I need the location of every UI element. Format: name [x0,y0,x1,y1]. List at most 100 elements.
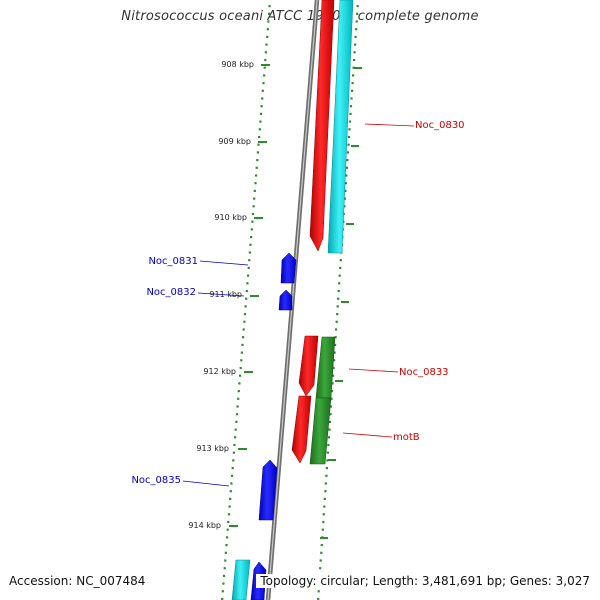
ruler-minor-tick [258,128,261,131]
ruler-minor-tick [259,120,262,123]
ruler-minor-tick [232,459,235,462]
leader-motb [342,432,393,438]
ruler-minor-tick [228,505,231,508]
outer-ring-dot [324,482,327,485]
ruler-minor-tick [243,313,247,316]
outer-ring-dot [335,328,338,331]
gene-noc-0831[interactable] [280,252,297,284]
outer-ring-dot [344,189,347,192]
ruler-minor-tick [240,359,243,362]
ruler-minor-tick [235,413,239,416]
ruler-minor-tick [234,428,237,431]
ruler-minor-tick [260,105,263,108]
ruler-minor-tick [259,112,263,115]
ruler-minor-tick [239,366,242,370]
outer-ring-dot [332,374,335,377]
ruler-minor-tick [254,182,257,185]
outer-ring-dot [334,336,337,339]
ruler-minor-tick [236,405,239,408]
ruler-minor-tick [253,189,256,192]
ruler-minor-tick [242,336,245,339]
outer-ring-dot [337,289,340,293]
ruler-minor-tick [231,467,234,470]
outer-ring-dot [352,66,355,69]
outer-ring-dot [325,467,328,470]
ruler-minor-tick [235,420,238,423]
ruler-minor-tick [246,282,249,285]
gene-noc-0830-cyan[interactable] [327,0,354,254]
ruler-minor-tick [248,251,251,254]
outer-ring-dot [338,274,341,277]
ruler-minor-tick [264,51,267,54]
outer-ring-dot [329,405,333,408]
leader-noc-0830 [364,123,415,127]
outer-ring-dot [349,105,353,108]
outer-ring-dot [345,166,348,169]
outer-ring-dot [343,197,346,200]
outer-ring-dot [332,366,335,370]
outer-ring-dot [333,351,336,354]
label-noc-0833[interactable]: Noc_0833 [399,367,449,378]
outer-ring-dot [356,12,359,15]
outer-ring-dot [353,51,356,54]
outer-ring-dot [350,97,353,100]
outer-ring-dot [348,120,352,123]
ruler-label-913: 913 kbp [196,444,229,453]
ruler-minor-tick [256,151,259,154]
outer-ring-dot [321,528,324,531]
gene-labels: Noc_0830 Noc_0831 Noc_0832 Noc_0833 motB… [131,120,465,487]
outer-ring-dot [330,390,334,393]
gene-motb-red[interactable] [291,395,312,464]
outer-ring-dot [329,413,332,416]
label-noc-0830[interactable]: Noc_0830 [415,120,465,131]
ruler-minor-tick [225,544,228,547]
outer-ring-dot [331,382,334,385]
ruler-minor-tick [241,343,244,346]
outer-ring-dot [317,590,320,593]
label-motb[interactable]: motB [393,432,420,443]
ruler-minor-tick [249,243,252,246]
ruler-minor-tick [253,197,256,200]
gene-noc-0830-red[interactable] [309,0,335,252]
ruler-minor-tick [244,305,247,308]
outer-ring-dot [317,597,320,600]
outer-ring-dashes [320,67,362,539]
ruler-minor-tick [250,228,253,231]
ruler-minor-tick [268,5,271,8]
label-noc-0835[interactable]: Noc_0835 [131,475,181,486]
ruler-minor-tick [239,374,242,377]
outer-ring-dot [348,128,351,131]
outer-ring-dot [330,397,333,400]
ruler-label-912: 912 kbp [203,367,236,376]
gene-noc-0833-red[interactable] [298,335,319,397]
outer-ring-dot [328,428,331,431]
ruler-minor-tick [255,174,258,177]
ruler-minor-tick [266,35,269,38]
outer-ring-dot [346,151,349,154]
ruler-minor-tick [221,597,224,600]
ruler-minor-tick [242,328,245,331]
outer-ring-dot [338,282,341,285]
ruler-minor-tick [261,89,264,92]
outer-ring-dot [351,89,354,92]
gene-noc-0833-green[interactable] [315,336,336,399]
ruler-minor-tick [252,205,255,208]
gene-noc-0835[interactable] [258,459,278,521]
label-noc-0832[interactable]: Noc_0832 [146,287,196,298]
outer-ring-dot [339,266,342,269]
ruler-minor-tick [233,443,236,447]
outer-ring-dot [356,5,359,8]
ruler-minor-tick [267,20,270,23]
outer-ring-dot [349,112,352,115]
outer-ring-dot [327,436,331,439]
outer-ring-dot [319,559,322,562]
ruler-minor-tick [247,266,250,269]
label-noc-0831[interactable]: Noc_0831 [148,256,198,267]
ruler-minor-tick [245,289,248,293]
gene-motb-green[interactable] [309,397,332,465]
outer-ring-dot [343,205,346,208]
ruler-minor-tick [248,259,251,262]
ruler-minor-tick [234,436,237,439]
gene-bottom-cyan[interactable] [231,559,251,600]
gene-noc-0832[interactable] [278,289,293,311]
